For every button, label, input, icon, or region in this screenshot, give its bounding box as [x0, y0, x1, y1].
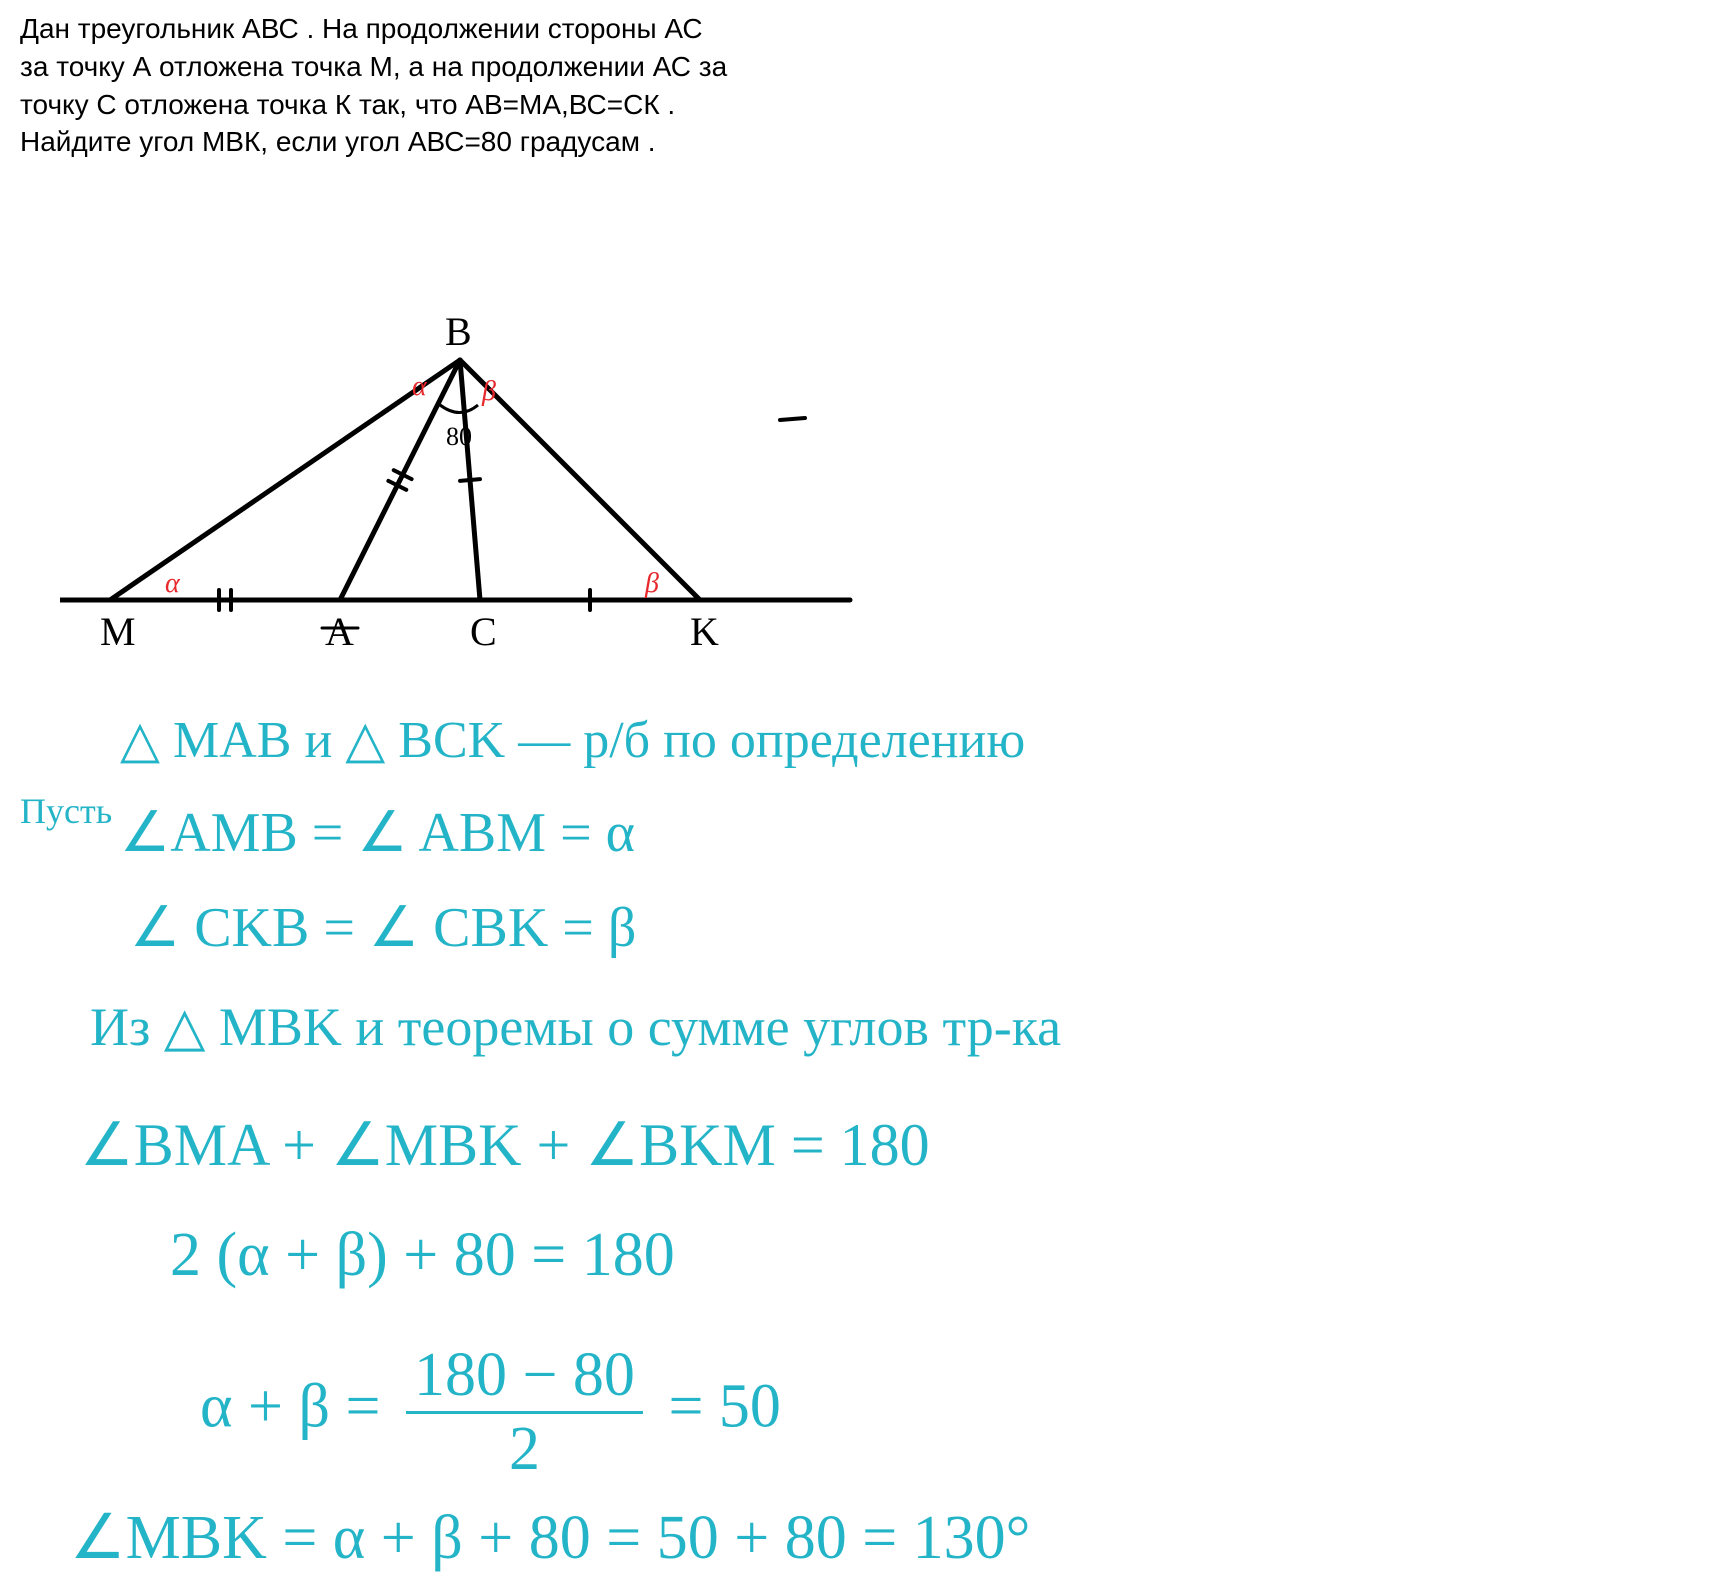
- problem-statement: Дан треугольник АВС . На продолжении сто…: [20, 10, 820, 161]
- svg-text:α: α: [165, 568, 181, 599]
- svg-text:80: 80: [446, 422, 472, 451]
- problem-line-3: точку С отложена точка К так, что АВ=МА,…: [20, 86, 820, 124]
- solution-line-2: Пусть: [20, 790, 112, 832]
- solution-line-3: ∠AMB = ∠ ABM = α: [120, 800, 635, 865]
- triangle-diagram: B M A C K 80 α α β β: [60, 300, 880, 680]
- solution-line-6: ∠BMA + ∠MBK + ∠BKM = 180: [80, 1110, 930, 1180]
- problem-line-4: Найдите угол МВК, если угол АВС=80 граду…: [20, 123, 820, 161]
- solution-line-1: △ MAB и △ BCK — р/б по определению: [120, 710, 1025, 770]
- problem-line-2: за точку А отложена точка М, а на продол…: [20, 48, 820, 86]
- solution-line-9: ∠MBK = α + β + 80 = 50 + 80 = 130°: [70, 1500, 1030, 1574]
- svg-text:B: B: [445, 309, 472, 354]
- svg-text:M: M: [100, 609, 136, 654]
- svg-text:β: β: [644, 568, 659, 599]
- svg-text:C: C: [470, 609, 497, 654]
- solution-line-4: ∠ CKB = ∠ CBK = β: [130, 895, 636, 960]
- solution-line-5: Из △ MBK и теоремы о сумме углов тр-ка: [90, 995, 1061, 1058]
- solution-line-8: α + β = 180 − 802 = 50: [200, 1340, 781, 1485]
- solution-line-7: 2 (α + β) + 80 = 180: [170, 1220, 675, 1291]
- svg-text:α: α: [412, 371, 428, 402]
- svg-text:A: A: [325, 609, 354, 654]
- svg-text:K: K: [690, 609, 719, 654]
- problem-line-1: Дан треугольник АВС . На продолжении сто…: [20, 10, 820, 48]
- svg-text:β: β: [481, 376, 496, 407]
